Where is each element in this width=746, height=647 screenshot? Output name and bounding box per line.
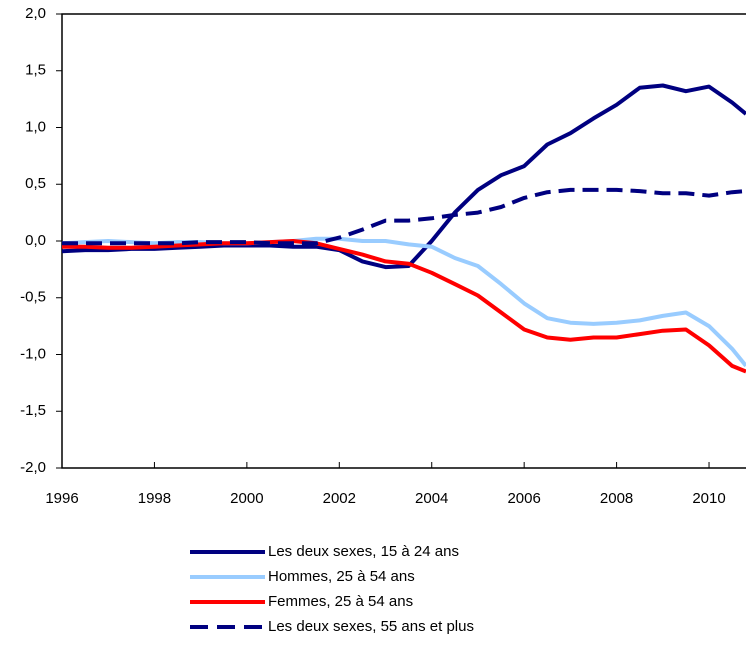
data-line — [62, 187, 746, 246]
legend-label: Hommes, 25 à 54 ans — [268, 568, 415, 585]
x-tick-label: 2008 — [600, 490, 633, 507]
y-tick-label: 1,5 — [25, 62, 46, 79]
x-tick-label: 2004 — [415, 490, 448, 507]
y-tick-label: -1,5 — [20, 402, 46, 419]
x-tick-label: 2010 — [692, 490, 725, 507]
legend-label: Femmes, 25 à 54 ans — [268, 593, 413, 610]
x-tick-label: 2006 — [507, 490, 540, 507]
y-tick-label: 2,0 — [25, 5, 46, 22]
data-line — [61, 83, 746, 270]
y-tick-label: -2,0 — [20, 459, 46, 476]
x-tick-label: 1998 — [138, 490, 171, 507]
x-tick-label: 1996 — [45, 490, 78, 507]
y-tick-label: 0,0 — [25, 232, 46, 249]
data-line — [62, 239, 746, 374]
data-line — [61, 236, 746, 368]
y-tick-label: -0,5 — [20, 289, 46, 306]
legend-label: Les deux sexes, 15 à 24 ans — [268, 543, 459, 560]
legend-label: Les deux sexes, 55 ans et plus — [268, 618, 474, 635]
y-tick-label: -1,0 — [20, 345, 46, 362]
x-tick-label: 2000 — [230, 490, 263, 507]
x-tick-label: 2002 — [323, 490, 356, 507]
y-tick-label: 1,0 — [25, 118, 46, 135]
y-tick-label: 0,5 — [25, 175, 46, 192]
